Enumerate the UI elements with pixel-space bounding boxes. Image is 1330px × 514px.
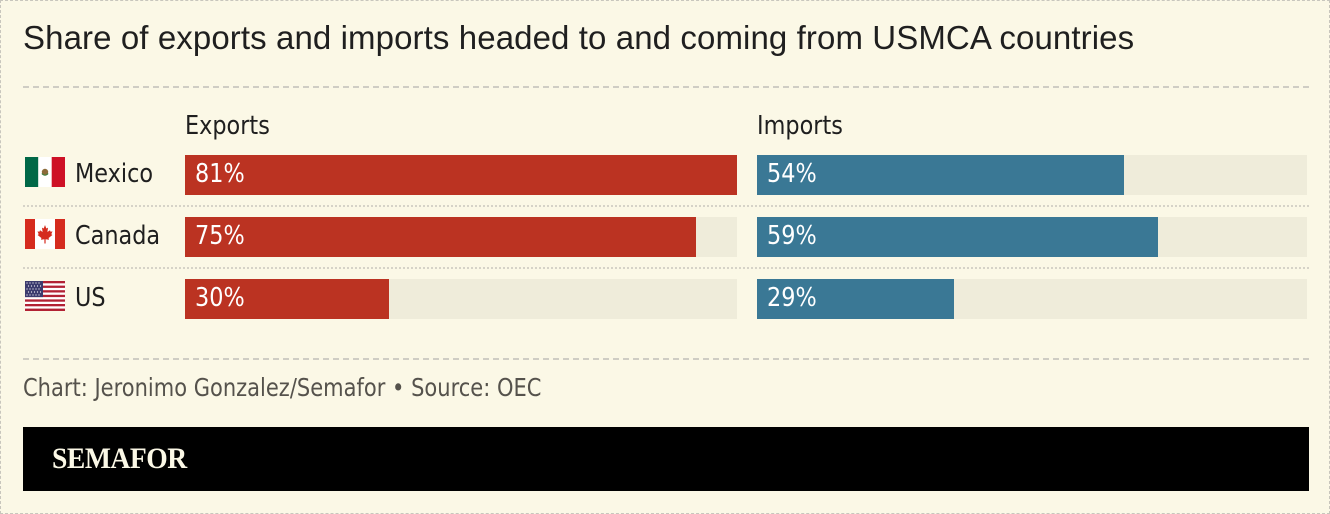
exports-track: 75% — [185, 217, 737, 257]
imports-track: 54% — [757, 155, 1307, 195]
country-label: US — [75, 283, 106, 313]
imports-bar: 29% — [757, 279, 954, 319]
exports-bar: 30% — [185, 279, 390, 319]
row-canada: Canada 75% 59% — [1, 217, 1330, 257]
imports-bar: 54% — [757, 155, 1124, 195]
footer-divider — [23, 358, 1309, 360]
mexico-flag-icon — [25, 157, 65, 187]
imports-value: 29% — [767, 283, 817, 313]
us-flag-icon — [25, 281, 65, 311]
brand-bar: SEMAFOR — [23, 427, 1309, 491]
exports-value: 81% — [195, 159, 245, 189]
source-credit: Chart: Jeronimo Gonzalez/Semafor • Sourc… — [23, 373, 542, 402]
exports-column-label: Exports — [185, 111, 270, 141]
chart-title: Share of exports and imports headed to a… — [23, 19, 1135, 56]
exports-track: 30% — [185, 279, 737, 319]
imports-value: 54% — [767, 159, 817, 189]
imports-track: 29% — [757, 279, 1307, 319]
exports-value: 75% — [195, 221, 245, 251]
imports-column-label: Imports — [757, 111, 843, 141]
brand-logo: SEMAFOR — [52, 442, 187, 475]
country-label: Mexico — [75, 159, 154, 189]
imports-track: 59% — [757, 217, 1307, 257]
exports-track: 81% — [185, 155, 737, 195]
country-label: Canada — [75, 221, 161, 251]
imports-bar: 59% — [757, 217, 1158, 257]
exports-bar: 81% — [185, 155, 737, 195]
row-separator — [23, 205, 1309, 207]
title-divider — [23, 86, 1309, 88]
exports-value: 30% — [195, 283, 245, 313]
row-separator — [23, 267, 1309, 269]
row-mexico: Mexico 81% 54% — [1, 155, 1330, 195]
row-us: US 30% 29% — [1, 279, 1330, 319]
exports-bar: 75% — [185, 217, 697, 257]
imports-value: 59% — [767, 221, 817, 251]
canada-flag-icon — [25, 219, 65, 249]
